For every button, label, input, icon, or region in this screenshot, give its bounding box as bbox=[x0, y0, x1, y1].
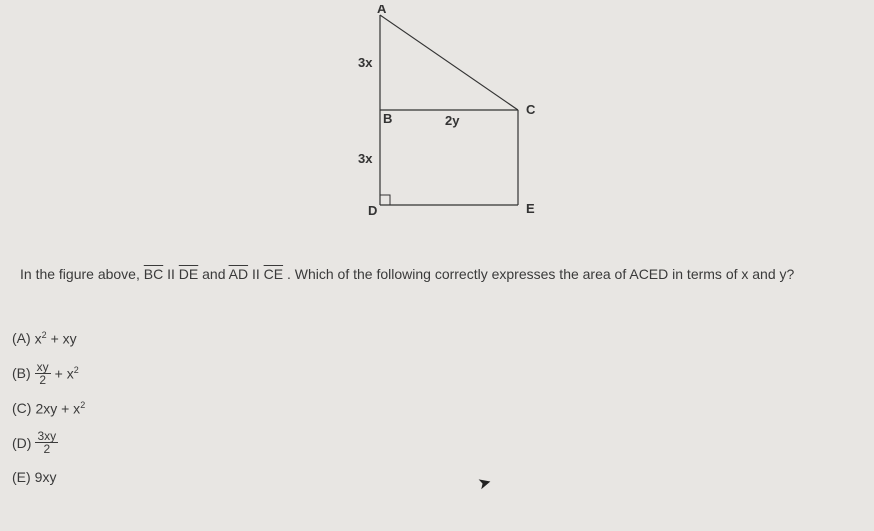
choice-b-sup: 2 bbox=[74, 365, 79, 375]
q-suffix: . Which of the following correctly expre… bbox=[287, 266, 794, 282]
q-prefix: In the figure above, bbox=[20, 266, 144, 282]
figure-svg: A B C D E 3x 2y 3x bbox=[350, 5, 560, 230]
choice-a[interactable]: (A) x2 + xy bbox=[12, 330, 85, 347]
choice-a-before: x bbox=[35, 331, 42, 347]
choice-b-label: (B) bbox=[12, 365, 31, 381]
choice-e-label: (E) bbox=[12, 469, 31, 485]
choice-c[interactable]: (C) 2xy + x2 bbox=[12, 400, 85, 417]
label-B: B bbox=[383, 111, 392, 126]
choice-d-frac: 3xy 2 bbox=[35, 430, 58, 455]
label-E: E bbox=[526, 201, 535, 216]
question-text: In the figure above, BC II DE and AD II … bbox=[20, 265, 860, 285]
choice-a-label: (A) bbox=[12, 330, 31, 346]
choice-c-sup: 2 bbox=[80, 400, 85, 410]
edge-label-BD: 3x bbox=[358, 151, 373, 166]
geometry-figure: A B C D E 3x 2y 3x bbox=[350, 5, 560, 230]
q-parallel1: II bbox=[167, 266, 179, 282]
q-seg-BC: BC bbox=[144, 266, 163, 282]
q-seg-DE: DE bbox=[179, 266, 198, 282]
choice-a-after: + xy bbox=[47, 331, 77, 347]
choice-e[interactable]: (E) 9xy bbox=[12, 469, 85, 485]
choice-b-after: + x bbox=[55, 365, 74, 381]
edge-label-AB: 3x bbox=[358, 55, 373, 70]
choice-e-expr: 9xy bbox=[35, 469, 57, 485]
answer-choices: (A) x2 + xy (B) xy 2 + x2 (C) 2xy + x2 (… bbox=[12, 330, 85, 499]
label-C: C bbox=[526, 102, 536, 117]
q-seg-CE: CE bbox=[264, 266, 283, 282]
choice-c-before: 2xy + x bbox=[35, 400, 80, 416]
choice-b-frac: xy 2 bbox=[35, 361, 51, 386]
q-seg-AD: AD bbox=[229, 266, 248, 282]
choice-d-label: (D) bbox=[12, 435, 31, 451]
choice-c-label: (C) bbox=[12, 400, 31, 416]
edge-label-BC: 2y bbox=[445, 113, 460, 128]
choice-d[interactable]: (D) 3xy 2 bbox=[12, 430, 85, 455]
choice-b[interactable]: (B) xy 2 + x2 bbox=[12, 361, 85, 386]
label-D: D bbox=[368, 203, 377, 218]
q-mid: and bbox=[202, 266, 228, 282]
mouse-cursor-icon: ➤ bbox=[476, 472, 494, 495]
q-parallel2: II bbox=[252, 266, 264, 282]
label-A: A bbox=[377, 5, 387, 16]
